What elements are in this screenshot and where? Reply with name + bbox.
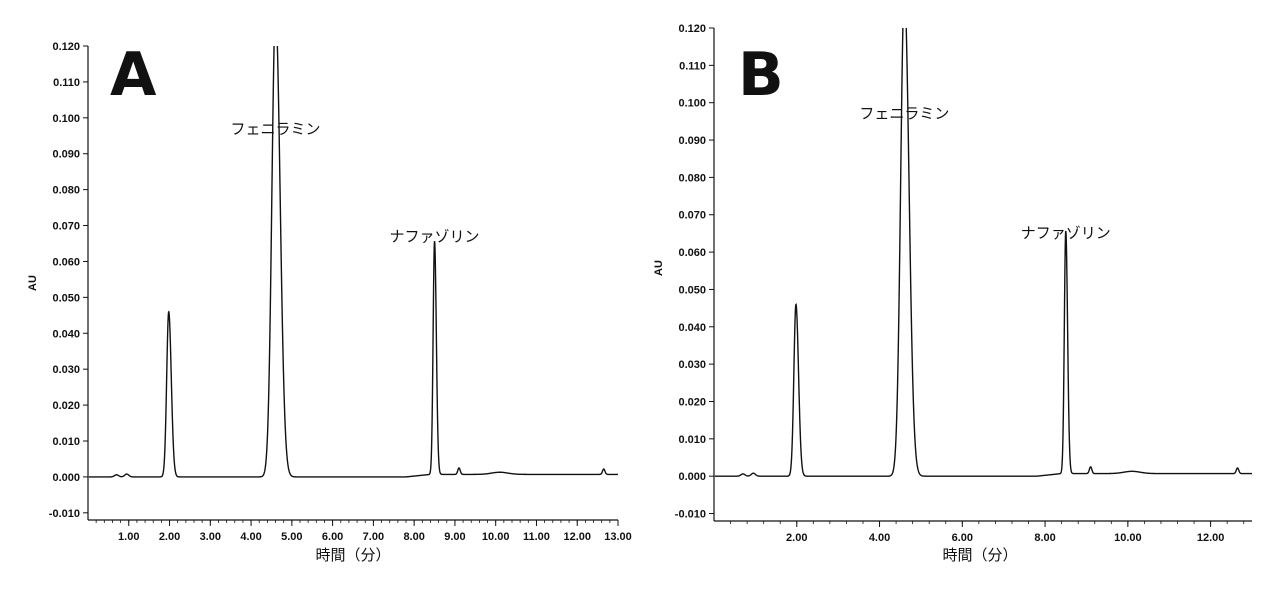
y-tick-label: 0.050 <box>678 284 706 296</box>
x-tick-label: 5.00 <box>281 531 302 543</box>
x-tick-label: 6.00 <box>952 532 973 544</box>
y-axis-title: AU <box>653 260 665 276</box>
y-tick-label: 0.030 <box>52 364 80 376</box>
y-tick-label: 0.040 <box>52 328 80 340</box>
y-tick-label: 0.050 <box>52 292 80 304</box>
x-tick-label: 3.00 <box>200 531 221 543</box>
y-tick-label: 0.040 <box>678 322 706 334</box>
y-tick-label: 0.020 <box>678 396 706 408</box>
y-tick-label: 0.030 <box>678 359 706 371</box>
y-tick-label: 0.090 <box>678 135 706 147</box>
y-tick-label: 0.120 <box>52 41 80 53</box>
y-tick-label: 0.010 <box>678 434 706 446</box>
x-axis-title: 時間（分） <box>942 546 1017 564</box>
x-tick-label: 6.00 <box>322 531 343 543</box>
x-tick-label: 10.00 <box>482 531 510 543</box>
peak-label: ナファゾリン <box>1021 224 1111 242</box>
y-tick-label: 0.080 <box>678 172 706 184</box>
chart-panel-a: -0.010 0.000 0.010 0.020 0.030 0.040 0.050 0.06… <box>27 40 632 564</box>
x-tick-label: 12.00 <box>563 531 591 543</box>
x-tick-label: 2.00 <box>786 532 807 544</box>
x-tick-label: 12.00 <box>1197 532 1225 544</box>
y-tick-label: 0.110 <box>679 60 706 72</box>
y-tick-label: 0.110 <box>53 77 80 89</box>
x-tick-label: 4.00 <box>240 531 261 543</box>
peak-label: ナファゾリン <box>390 228 480 246</box>
chromatogram-trace <box>714 28 1252 477</box>
y-tick-label: 0.090 <box>52 149 80 161</box>
chart-panel-b: -0.010 0.000 0.010 0.020 0.030 0.040 0.050 0.06… <box>653 23 1252 564</box>
y-tick-label: 0.080 <box>52 185 80 197</box>
x-tick-label: 4.00 <box>869 532 890 544</box>
x-tick-label: 10.00 <box>1114 532 1142 544</box>
x-tick-label: 8.00 <box>1034 532 1055 544</box>
peak-label: フェニラミン <box>231 120 321 138</box>
y-tick-label: 0.120 <box>678 23 706 35</box>
x-tick-label: 11.00 <box>523 531 550 543</box>
y-tick-label: -0.010 <box>675 509 706 521</box>
y-tick-label: 0.060 <box>52 256 80 268</box>
panel-letter: B <box>738 40 784 110</box>
y-tick-label: 0.000 <box>52 472 80 484</box>
x-axis-title: 時間（分） <box>315 546 390 564</box>
y-tick-label: 0.100 <box>52 113 80 125</box>
x-tick-label: 8.00 <box>403 531 424 543</box>
panel-letter: A <box>110 40 157 110</box>
y-tick-label: 0.100 <box>678 98 706 110</box>
y-axis-title: AU <box>27 275 39 291</box>
x-tick-label: 9.00 <box>444 531 465 543</box>
x-tick-label: 1.00 <box>118 531 139 543</box>
y-tick-label: 0.060 <box>678 247 706 259</box>
x-tick-label: 7.00 <box>363 531 384 543</box>
y-tick-label: 0.010 <box>52 436 80 448</box>
y-tick-label: 0.020 <box>52 400 80 412</box>
peak-label: フェニラミン <box>859 105 949 123</box>
x-tick-label: 13.00 <box>604 531 632 543</box>
chromatogram-trace <box>88 46 618 478</box>
y-tick-label: -0.010 <box>49 508 80 520</box>
y-tick-label: 0.070 <box>678 210 706 222</box>
y-tick-label: 0.000 <box>678 471 706 483</box>
y-tick-label: 0.070 <box>52 221 80 233</box>
x-tick-label: 2.00 <box>159 531 180 543</box>
